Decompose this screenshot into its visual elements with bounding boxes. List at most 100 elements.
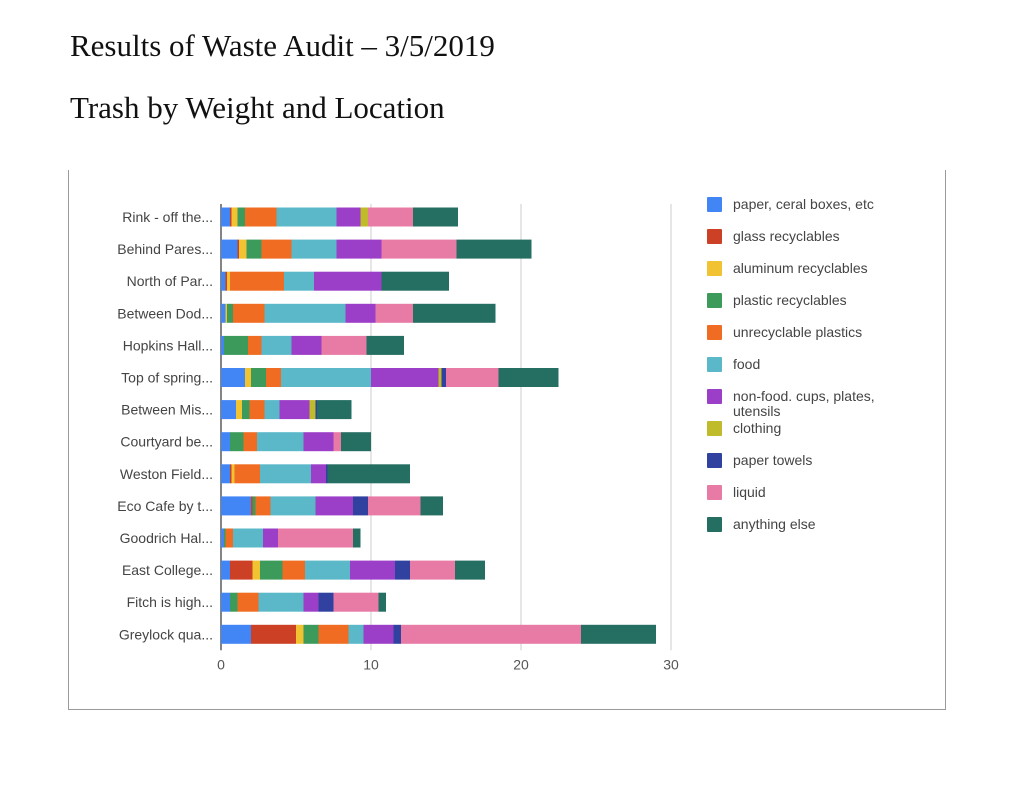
- legend-swatch: [707, 229, 722, 244]
- legend-swatch: [707, 485, 722, 500]
- legend-label: paper towels: [733, 452, 812, 468]
- bar-segment: [221, 239, 238, 259]
- bar-segment: [225, 303, 227, 323]
- bar-segment: [230, 592, 238, 612]
- bar-segment: [381, 271, 449, 291]
- bar-segment: [270, 496, 316, 516]
- bar-segment: [317, 400, 352, 420]
- grid-lines: [220, 204, 672, 651]
- bar-segment: [246, 239, 262, 259]
- bar-segment: [378, 592, 386, 612]
- bar-segment: [353, 528, 361, 548]
- legend-label: clothing: [733, 420, 781, 436]
- bar-segment: [360, 207, 368, 227]
- bar-segment: [371, 368, 439, 387]
- bar-segment: [264, 303, 346, 323]
- legend-label: anything else: [733, 516, 816, 532]
- bar-segment: [243, 432, 257, 452]
- bar-segment: [233, 303, 265, 323]
- chart-frame: 0 10 20 30 Rink - off the... Behind Pares... N…: [68, 170, 946, 710]
- bar-segment: [381, 239, 457, 259]
- category-label: Fitch is high...: [127, 594, 213, 610]
- bar-segment: [438, 368, 442, 387]
- bar-segment: [498, 368, 559, 387]
- bar-segment: [375, 303, 413, 323]
- category-label: Greylock qua...: [119, 626, 213, 642]
- bar-segment: [249, 400, 265, 420]
- bar-segment: [261, 239, 292, 259]
- bar-segment: [230, 560, 253, 580]
- bar-segment: [264, 400, 280, 420]
- bar-segment: [221, 624, 251, 644]
- bar-segment: [221, 303, 226, 323]
- category-label: Top of spring...: [121, 370, 213, 386]
- bar-segment: [245, 368, 251, 387]
- bar-segment: [248, 335, 262, 355]
- legend-swatch: [707, 261, 722, 276]
- bar-segment: [251, 496, 253, 516]
- bar-segment: [315, 496, 353, 516]
- bar-segment: [260, 560, 283, 580]
- category-label: Between Mis...: [121, 402, 213, 418]
- bar-segment: [291, 335, 322, 355]
- bar-segment: [231, 207, 238, 227]
- bar-segment: [401, 624, 581, 644]
- bar-segment: [278, 528, 353, 548]
- bar-segment: [305, 560, 350, 580]
- bar-segment: [341, 432, 371, 452]
- bar-segment: [326, 464, 328, 484]
- bar-segment: [281, 368, 371, 387]
- bar-segment: [368, 496, 421, 516]
- legend-label: aluminum recyclables: [733, 260, 868, 276]
- bar-segment: [236, 400, 242, 420]
- bar-segment: [455, 560, 485, 580]
- category-label: Goodrich Hal...: [120, 530, 213, 546]
- x-tick-label: 0: [217, 656, 225, 672]
- legend-label: unrecyclable plastics: [733, 324, 862, 340]
- bar-segment: [237, 207, 245, 227]
- bar-segment: [230, 271, 284, 291]
- bar-segment: [276, 207, 337, 227]
- bar-segment: [366, 335, 404, 355]
- bar-segment: [245, 207, 277, 227]
- bar-segment: [221, 335, 224, 355]
- bar-segment: [327, 464, 410, 484]
- bar-segment: [279, 400, 310, 420]
- bar-segment: [410, 560, 455, 580]
- bar-segment: [309, 400, 316, 420]
- category-label: Courtyard be...: [120, 434, 213, 450]
- bar-segment: [321, 335, 367, 355]
- bar-segment: [311, 464, 326, 484]
- legend-swatch: [707, 389, 722, 404]
- bar-segment: [227, 303, 233, 323]
- bar-segment: [296, 624, 304, 644]
- legend-label: non-food. cups, plates, utensils: [733, 388, 875, 419]
- legend-swatch: [707, 325, 722, 340]
- x-tick-label: 10: [363, 656, 379, 672]
- bar-segment: [230, 432, 244, 452]
- legend: paper, ceral boxes, etc glass recyclables…: [707, 196, 875, 532]
- bar-segment: [314, 271, 382, 291]
- bar-segment: [225, 528, 233, 548]
- bar-segment: [225, 271, 227, 291]
- bar-segment: [233, 528, 263, 548]
- bar-segment: [336, 207, 361, 227]
- bar-segment: [456, 239, 532, 259]
- bar-segment: [291, 239, 337, 259]
- bar-segment: [251, 624, 296, 644]
- bar-segment: [221, 400, 236, 420]
- bar-segment: [318, 592, 334, 612]
- legend-label: glass recyclables: [733, 228, 840, 244]
- bar-segment: [336, 239, 382, 259]
- bar-segment: [282, 560, 305, 580]
- stacked-bar-chart: 0 10 20 30 Rink - off the... Behind Pares... N…: [117, 196, 875, 672]
- bar-segment: [251, 368, 266, 387]
- bar-segment: [363, 624, 394, 644]
- bar-segment: [260, 464, 311, 484]
- category-label: North of Par...: [127, 273, 213, 289]
- legend-label: liquid: [733, 484, 766, 500]
- bar-segment: [413, 303, 496, 323]
- category-label: Rink - off the...: [122, 209, 213, 225]
- category-label: Weston Field...: [120, 466, 213, 482]
- bar-segment: [284, 271, 314, 291]
